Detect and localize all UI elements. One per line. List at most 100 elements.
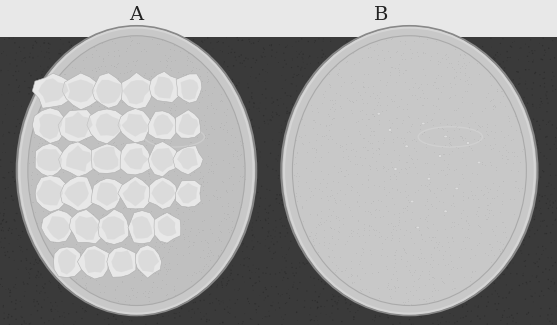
Point (434, 153, 443, 158)
Point (531, 70, 540, 75)
Point (173, 205, 182, 210)
Point (69, 175, 78, 180)
Point (448, 229, 457, 234)
Point (13, 90, 22, 95)
Point (500, 245, 509, 250)
Point (319, 36, 328, 42)
Point (116, 258, 125, 263)
Point (199, 184, 208, 189)
Point (353, 233, 361, 239)
Point (427, 117, 436, 122)
Point (347, 73, 356, 78)
Point (369, 112, 378, 117)
Point (369, 128, 378, 134)
Point (440, 151, 449, 157)
Point (449, 224, 458, 229)
Point (100, 257, 109, 263)
Point (361, 208, 370, 213)
Point (486, 99, 495, 104)
Point (172, 252, 181, 257)
Point (355, 234, 364, 239)
Point (335, 150, 344, 155)
Point (90, 293, 99, 298)
Point (530, 48, 539, 53)
Point (460, 206, 468, 212)
Point (346, 273, 355, 278)
Point (94, 168, 102, 173)
Point (203, 103, 212, 109)
Point (154, 272, 163, 277)
Point (449, 146, 458, 151)
Point (127, 275, 136, 280)
Point (166, 300, 175, 306)
Point (174, 55, 183, 60)
Point (348, 80, 356, 85)
Point (516, 228, 525, 233)
Point (69, 266, 77, 271)
Point (446, 95, 455, 100)
Point (385, 177, 394, 182)
Point (370, 275, 379, 280)
Point (82, 264, 91, 269)
Point (184, 236, 193, 241)
Point (293, 318, 302, 323)
Point (357, 202, 366, 207)
Point (46, 76, 55, 81)
Point (163, 303, 172, 308)
Point (139, 204, 148, 210)
Point (56, 155, 65, 160)
Point (277, 130, 286, 135)
Point (486, 231, 495, 236)
Point (388, 99, 397, 104)
Point (65, 53, 74, 58)
Point (114, 115, 123, 121)
Point (253, 190, 262, 195)
Point (395, 169, 404, 174)
Point (81, 91, 90, 97)
Point (499, 295, 507, 301)
Point (125, 203, 134, 208)
Point (244, 85, 253, 90)
Point (511, 194, 520, 200)
Point (159, 299, 168, 304)
Point (467, 247, 476, 252)
Point (324, 280, 333, 285)
Ellipse shape (17, 26, 256, 315)
Point (170, 201, 179, 206)
Point (426, 261, 435, 266)
Point (335, 180, 344, 185)
Point (307, 108, 316, 113)
Point (54, 234, 63, 240)
Point (60, 266, 69, 272)
Point (94, 126, 103, 131)
Point (436, 275, 444, 280)
Point (145, 244, 154, 249)
Point (444, 55, 453, 60)
Point (492, 164, 501, 169)
Point (86, 237, 95, 242)
Point (60, 71, 69, 76)
Point (532, 259, 541, 265)
Point (432, 304, 441, 309)
Point (341, 266, 350, 271)
Point (350, 246, 359, 252)
Point (196, 255, 204, 260)
Point (150, 114, 159, 119)
Point (396, 163, 405, 168)
Point (221, 80, 229, 85)
Point (299, 56, 307, 61)
Point (277, 220, 286, 225)
Point (163, 268, 172, 274)
Point (101, 214, 110, 219)
Point (304, 74, 313, 80)
Point (438, 200, 447, 205)
Point (162, 254, 170, 259)
Point (434, 70, 443, 75)
Point (196, 176, 204, 181)
Point (150, 76, 159, 81)
Point (76, 250, 85, 255)
Point (95, 268, 104, 273)
Point (73, 216, 82, 222)
Point (357, 266, 366, 271)
Point (407, 82, 416, 87)
